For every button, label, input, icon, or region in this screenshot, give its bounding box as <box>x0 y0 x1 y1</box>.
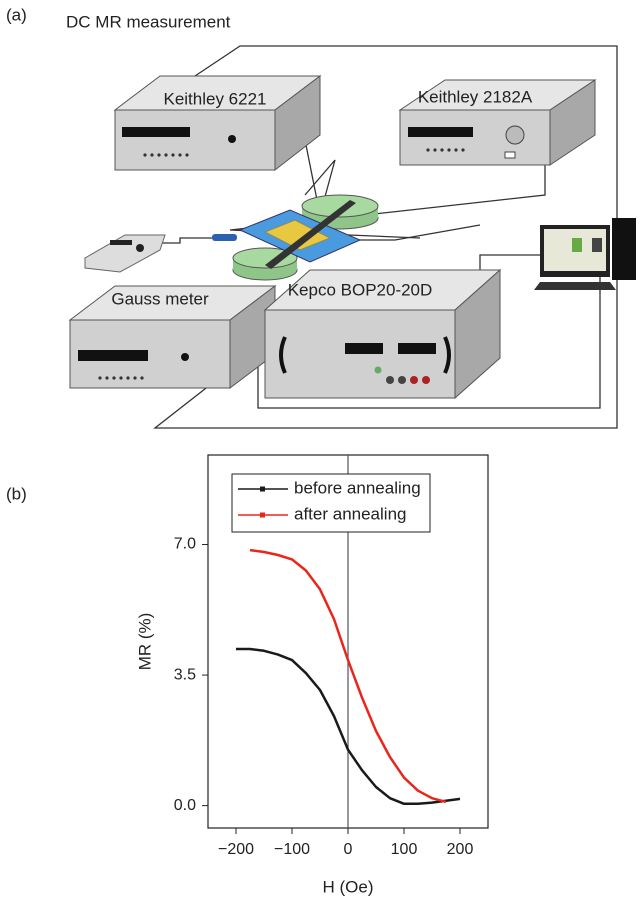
instrument: Keithley 6221 <box>113 74 322 172</box>
computer <box>534 218 636 290</box>
data-line <box>236 647 461 806</box>
legend-marker <box>260 486 265 492</box>
wire <box>350 224 481 241</box>
panel-label: (a) <box>6 5 27 24</box>
x-tick-label: 100 <box>391 841 418 858</box>
y-tick-label: 7.0 <box>174 536 196 553</box>
instrument-label: Gauss meter <box>111 289 209 308</box>
instrument-label: Keithley 2182A <box>418 87 533 106</box>
sample-stage <box>232 194 379 281</box>
legend-label: before annealing <box>294 478 421 497</box>
chart: (b) −200 −100 0 100 200 0.0 3.5 7.0 H (Oe) MR (%)… <box>6 454 489 896</box>
diagram-title: DC MR measurement <box>66 12 231 31</box>
x-axis-title: H (Oe) <box>323 877 374 896</box>
y-axis-title: MR (%) <box>135 613 154 671</box>
y-tick-label: 3.5 <box>174 666 196 683</box>
diagram: (a) DC MR measurement Keithley 6221 <box>6 5 636 429</box>
x-tick-label: −200 <box>218 841 254 858</box>
instrument: Keithley 2182A <box>398 79 597 166</box>
panel-label: (b) <box>6 484 27 503</box>
y-tick-label: 0.0 <box>174 797 196 814</box>
data-line <box>249 548 447 804</box>
x-tick-label: −100 <box>274 841 310 858</box>
legend-marker <box>260 512 265 518</box>
instrument: Gauss meter <box>68 284 277 390</box>
x-tick-label: 0 <box>344 841 353 858</box>
wire <box>257 270 601 409</box>
wire <box>479 254 545 270</box>
wire <box>160 237 212 244</box>
x-tick-label: 200 <box>447 841 474 858</box>
legend-box <box>231 473 431 533</box>
instrument-label: Keithley 6221 <box>163 89 266 108</box>
instrument: Kepco BOP20-20D <box>263 268 502 400</box>
instrument-label: Kepco BOP20-20D <box>288 280 433 299</box>
probe-unit <box>84 234 237 273</box>
legend-label: after annealing <box>294 504 406 523</box>
